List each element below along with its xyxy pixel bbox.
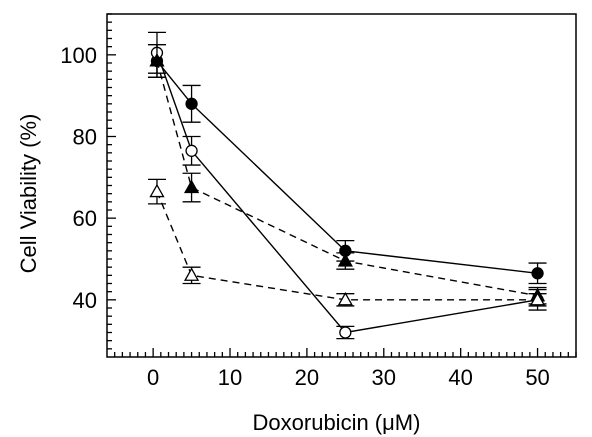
x-tick-label: 20 [295,365,319,390]
data-point [149,183,165,198]
axis-ticks [107,13,577,357]
data-point [185,144,198,157]
x-tick-label: 0 [147,365,159,390]
series-filled-triangle [147,43,547,305]
series-line [156,60,538,274]
series-line [156,52,538,334]
series-layer [147,31,547,340]
y-tick-label: 60 [73,206,97,231]
x-tick-label: 30 [372,365,396,390]
data-point [183,267,200,281]
data-point [183,179,200,194]
y-tick-label: 100 [60,43,97,68]
data-point [339,326,352,339]
series-filled-circle [147,43,547,285]
tick-labels: 0 10 20 30 40 50 40 60 80 100 [60,43,550,390]
x-tick-label: 40 [448,365,472,390]
y-tick-label: 40 [73,288,97,313]
series-line [156,60,538,297]
data-point [531,267,544,280]
data-point [337,253,353,267]
data-point [337,291,353,306]
data-point [529,291,546,306]
y-tick-label: 80 [73,125,97,150]
y-axis-label: Cell Viability (%) [16,114,41,274]
x-tick-label: 10 [218,365,242,390]
data-point [185,97,198,110]
x-tick-label: 50 [525,365,549,390]
series-line [156,191,538,301]
data-point [149,53,165,67]
x-axis-label: Doxorubicin (μM) [253,410,421,435]
series-open-circle [147,31,547,340]
series-open-triangle [147,178,547,307]
